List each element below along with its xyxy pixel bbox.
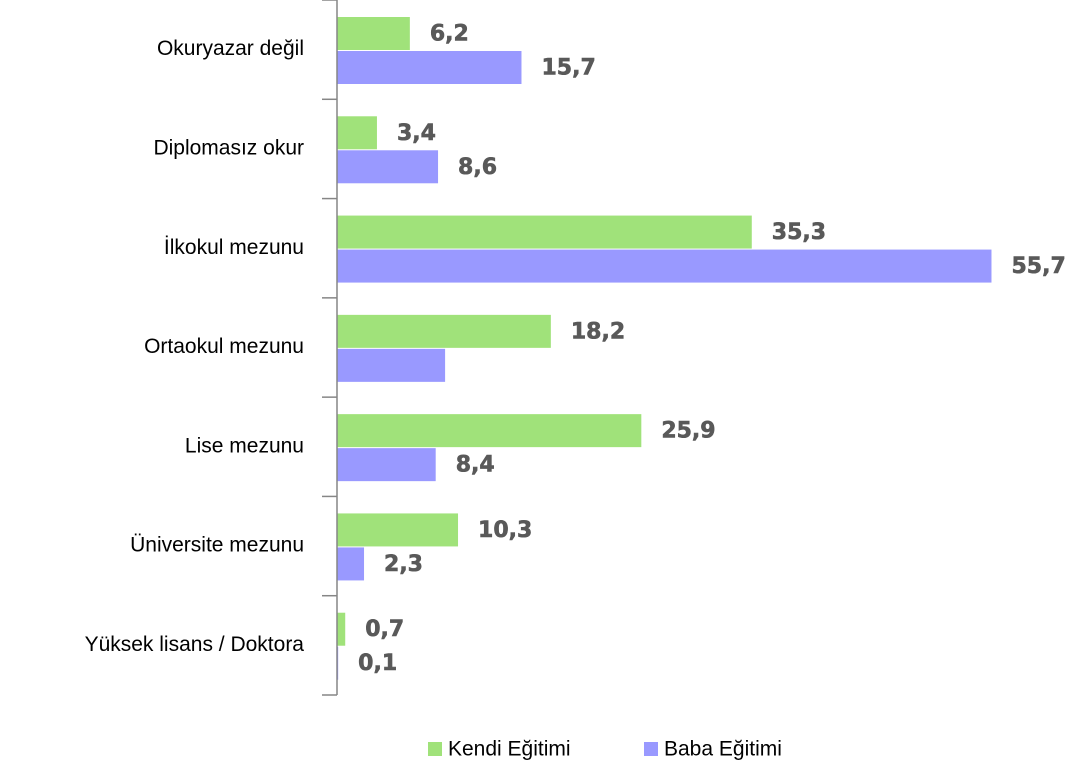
data-label: 18,2 bbox=[571, 319, 625, 344]
category-label: Okuryazar değil bbox=[157, 37, 304, 60]
bar bbox=[337, 215, 752, 249]
bar bbox=[337, 513, 459, 547]
data-label: 0,7 bbox=[365, 617, 404, 642]
data-label: 8,4 bbox=[456, 453, 495, 478]
bar bbox=[337, 547, 365, 581]
bar bbox=[337, 414, 642, 448]
data-label: 8,6 bbox=[458, 155, 497, 180]
bar bbox=[337, 612, 346, 646]
bar bbox=[337, 348, 446, 382]
bar bbox=[337, 116, 377, 150]
legend-swatch bbox=[428, 742, 442, 756]
data-label: 55,7 bbox=[1011, 254, 1065, 279]
bar bbox=[337, 249, 992, 283]
category-label: İlkokul mezunu bbox=[164, 236, 304, 259]
data-label: 6,2 bbox=[430, 22, 469, 47]
data-label: 2,3 bbox=[384, 552, 423, 577]
bar bbox=[337, 17, 410, 50]
data-label: 15,7 bbox=[541, 56, 595, 81]
data-label: 0,1 bbox=[358, 651, 397, 676]
data-label: 25,9 bbox=[661, 419, 715, 444]
category-label: Lise mezunu bbox=[185, 434, 304, 457]
category-label: Yüksek lisans / Doktora bbox=[85, 633, 305, 656]
category-label: Ortaokul mezunu bbox=[144, 335, 304, 358]
bar bbox=[337, 448, 436, 482]
data-label: 3,4 bbox=[397, 121, 436, 146]
legend-swatch bbox=[644, 742, 658, 756]
data-label: 35,3 bbox=[772, 220, 826, 245]
bar bbox=[337, 51, 522, 84]
legend-label: Kendi Eğitimi bbox=[448, 738, 571, 761]
data-label: 10,3 bbox=[478, 518, 532, 543]
bar bbox=[337, 150, 439, 184]
bar bbox=[337, 314, 551, 348]
category-label: Diplomasız okur bbox=[153, 136, 304, 159]
category-label: Üniversite mezunu bbox=[130, 534, 304, 557]
legend-label: Baba Eğitimi bbox=[664, 738, 782, 761]
